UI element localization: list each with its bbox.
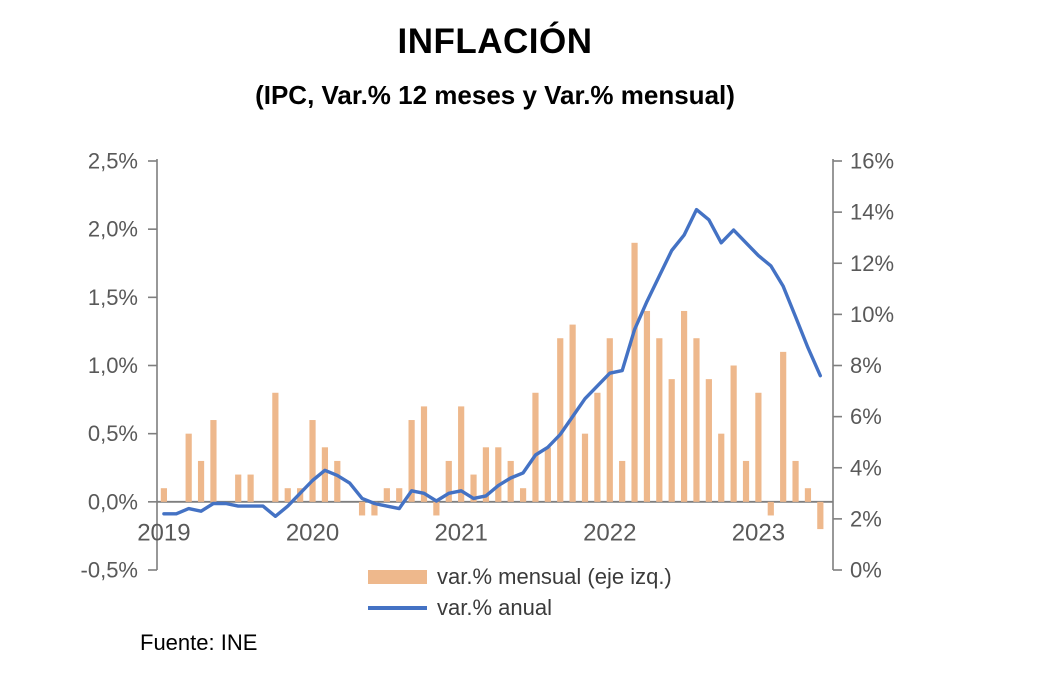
monthly-var-bar — [272, 392, 279, 502]
monthly-var-bar — [606, 338, 613, 502]
monthly-var-bar — [780, 351, 787, 502]
monthly-var-bar — [445, 460, 452, 502]
monthly-var-bar — [581, 433, 589, 502]
monthly-var-bar — [495, 447, 502, 502]
monthly-var-bar — [767, 501, 774, 516]
monthly-var-bar — [594, 392, 601, 502]
monthly-var-bar — [482, 447, 490, 502]
monthly-var-bar — [358, 501, 366, 516]
monthly-var-bar — [458, 406, 465, 502]
right-axis-tick-label: 0% — [850, 558, 882, 583]
right-axis-tick-label: 12% — [850, 251, 894, 276]
left-axis-tick-label: 0,0% — [88, 489, 138, 514]
monthly-var-bar — [619, 460, 626, 502]
left-axis-tick-label: 1,0% — [88, 353, 138, 378]
monthly-var-bar — [396, 488, 403, 502]
right-axis-tick-label: 16% — [850, 149, 894, 174]
monthly-var-bar — [742, 460, 750, 502]
monthly-var-bar — [408, 420, 415, 502]
monthly-var-bar — [544, 447, 551, 502]
monthly-var-bar — [247, 474, 254, 502]
monthly-var-bar — [792, 460, 799, 502]
monthly-var-bar — [680, 310, 688, 502]
monthly-var-bar — [569, 324, 576, 502]
left-axis-tick-label: 2,5% — [88, 149, 138, 174]
left-axis-tick-label: 0,5% — [88, 421, 138, 446]
monthly-var-bar — [185, 433, 192, 502]
monthly-var-bar — [309, 420, 316, 502]
monthly-var-bar — [755, 392, 762, 502]
monthly-var-bar — [470, 474, 477, 502]
monthly-var-bar — [668, 379, 675, 502]
x-axis-year-label: 2022 — [583, 520, 636, 547]
monthly-var-bar — [656, 338, 663, 502]
monthly-var-bar — [235, 474, 242, 502]
x-axis-year-label: 2023 — [732, 520, 785, 547]
monthly-var-bar — [383, 488, 390, 502]
chart-title: INFLACIÓN — [397, 22, 593, 61]
monthly-var-bar — [730, 365, 737, 502]
monthly-var-bar — [519, 488, 527, 502]
chart-legend: var.% mensual (eje izq.) var.% anual — [368, 561, 672, 623]
monthly-var-bar — [160, 488, 167, 502]
legend-item-monthly: var.% mensual (eje izq.) — [368, 561, 672, 592]
right-axis-tick-label: 2% — [850, 506, 882, 531]
monthly-var-bar — [718, 433, 725, 502]
monthly-var-bar — [804, 488, 812, 502]
annual-var-line — [162, 207, 822, 518]
left-axis-tick-label: 1,5% — [88, 285, 138, 310]
monthly-var-bar — [420, 406, 428, 502]
legend-item-annual: var.% anual — [368, 592, 672, 623]
monthly-var-bar — [507, 460, 514, 502]
monthly-var-bar — [371, 501, 378, 516]
monthly-var-bar — [284, 488, 291, 502]
legend-label-monthly: var.% mensual (eje izq.) — [437, 563, 672, 589]
monthly-var-bar — [817, 501, 824, 530]
x-axis-year-label: 2019 — [137, 520, 190, 547]
monthly-bar-swatch-icon — [368, 569, 427, 584]
monthly-var-bar — [631, 242, 638, 502]
legend-label-annual: var.% anual — [437, 594, 552, 620]
monthly-var-bar — [433, 501, 440, 516]
right-axis-tick-label: 10% — [850, 302, 894, 327]
right-axis-tick-label: 4% — [850, 455, 882, 480]
monthly-var-bar — [321, 447, 329, 502]
left-axis-tick-label: -0,5% — [81, 558, 138, 583]
left-axis-tick-label: 2,0% — [88, 217, 138, 242]
x-axis-year-label: 2021 — [434, 520, 487, 547]
monthly-var-bar — [334, 460, 341, 502]
monthly-var-bar — [705, 379, 712, 502]
monthly-var-bar — [532, 392, 539, 502]
x-axis-year-label: 2020 — [286, 520, 339, 547]
monthly-var-bar — [693, 338, 700, 502]
source-note: Fuente: INE — [140, 630, 258, 655]
right-axis-tick-label: 14% — [850, 200, 894, 225]
monthly-var-bar — [197, 460, 205, 502]
right-axis-tick-label: 8% — [850, 353, 882, 378]
chart-subtitle: (IPC, Var.% 12 meses y Var.% mensual) — [255, 80, 735, 110]
monthly-var-bar — [557, 338, 564, 502]
annual-line-swatch-icon — [368, 605, 427, 610]
monthly-var-bar — [210, 420, 217, 502]
monthly-var-bar — [643, 310, 651, 502]
right-axis-tick-label: 6% — [850, 404, 882, 429]
